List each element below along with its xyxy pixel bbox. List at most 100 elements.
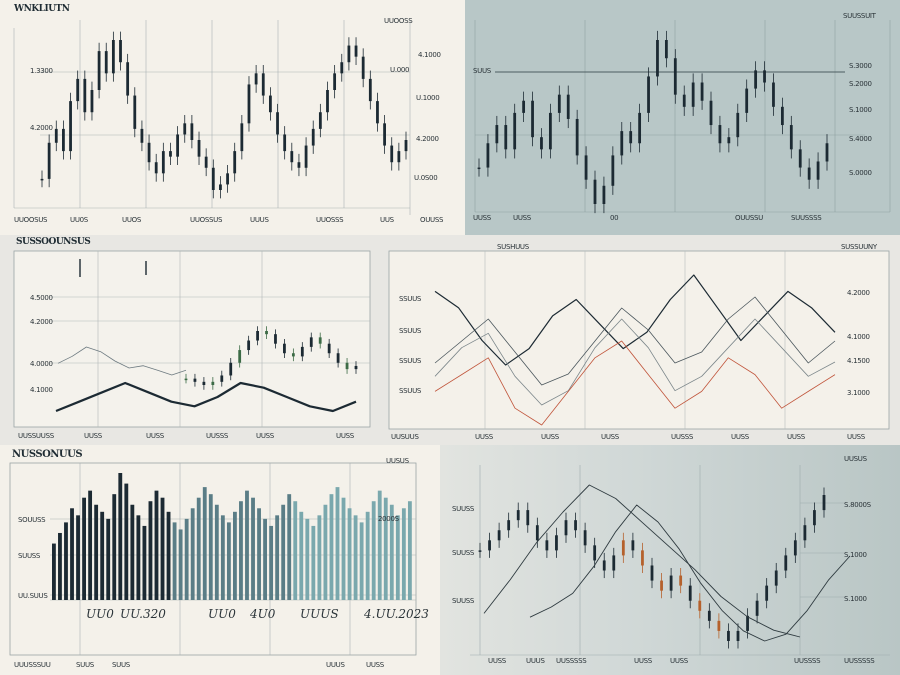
x-label: UUS bbox=[380, 216, 395, 224]
x-label: UUOOSUS bbox=[14, 216, 48, 224]
x-label: UUSS bbox=[634, 657, 653, 665]
x-label: UUSS bbox=[541, 433, 560, 441]
right-label: U.000 bbox=[390, 66, 409, 74]
chart-title: SUSSOOUNSUS bbox=[16, 237, 91, 247]
candle bbox=[656, 40, 659, 77]
candle bbox=[700, 82, 704, 101]
bar bbox=[353, 515, 358, 600]
candle bbox=[354, 45, 358, 57]
big-label: 4.UU.2023 bbox=[363, 607, 429, 621]
candle bbox=[197, 140, 201, 157]
candle bbox=[345, 362, 349, 370]
bar bbox=[269, 525, 274, 600]
x-label: SUUS bbox=[76, 661, 95, 669]
candle bbox=[816, 161, 820, 180]
candle bbox=[745, 88, 749, 113]
bar bbox=[208, 494, 213, 600]
x-label: UUOS bbox=[122, 216, 142, 224]
corner-label: UUSUS bbox=[386, 457, 410, 465]
panel-top-left: WNKLIUTN 1.3300 4.2000 UUOOSS 4.1000 U.0… bbox=[0, 0, 465, 235]
right-label: S.1000 bbox=[849, 106, 872, 114]
right-label: S.1000 bbox=[844, 595, 867, 603]
candle bbox=[526, 510, 530, 526]
candle bbox=[404, 140, 408, 152]
candle bbox=[126, 62, 130, 96]
candle bbox=[679, 575, 683, 586]
candle bbox=[240, 123, 244, 152]
candle bbox=[736, 630, 740, 641]
panel-top-right: SUUS SUUSSUIT S.3000 S.2000 S.1000 S.400… bbox=[465, 0, 900, 235]
right-label: S.1000 bbox=[844, 551, 867, 559]
bar bbox=[106, 518, 111, 600]
right-label: 4.2000 bbox=[416, 135, 439, 143]
candle bbox=[318, 337, 322, 344]
chart-title: SUUSSUIT bbox=[843, 12, 877, 20]
candle bbox=[290, 151, 294, 163]
candle bbox=[297, 162, 301, 168]
candle bbox=[612, 555, 616, 571]
candle bbox=[522, 100, 526, 113]
bar bbox=[281, 504, 286, 600]
y-label: UU.SUUS bbox=[18, 592, 48, 600]
x-label: UUSS bbox=[473, 214, 492, 222]
candle bbox=[265, 331, 268, 335]
y-label: SOUUSS bbox=[18, 516, 46, 524]
chart-title: SUSHUUS bbox=[497, 243, 530, 251]
candle bbox=[822, 495, 826, 511]
bar bbox=[389, 504, 394, 600]
big-label: UU.320 bbox=[120, 607, 166, 621]
candle bbox=[504, 125, 508, 150]
bar bbox=[305, 518, 310, 600]
gridlines bbox=[13, 20, 411, 215]
series-line bbox=[483, 484, 801, 638]
series bbox=[434, 274, 836, 426]
bar bbox=[220, 515, 225, 600]
candle bbox=[727, 137, 731, 144]
candle bbox=[340, 62, 344, 74]
big-label: UUUS bbox=[300, 607, 339, 621]
series-line bbox=[55, 381, 357, 413]
candle bbox=[291, 353, 295, 357]
bar bbox=[76, 515, 80, 600]
candle bbox=[247, 84, 251, 124]
y-label: 4.2000 bbox=[30, 124, 53, 132]
bar bbox=[323, 504, 328, 600]
big-label: 4U0 bbox=[249, 607, 276, 621]
bar bbox=[94, 504, 99, 600]
candle bbox=[190, 123, 194, 140]
x-label: SUUSSSS bbox=[791, 214, 822, 222]
candle bbox=[772, 82, 775, 107]
x-label: OUUSSU bbox=[735, 214, 763, 222]
candle bbox=[548, 112, 552, 150]
x-label: UUSS bbox=[731, 433, 750, 441]
bar bbox=[395, 515, 400, 600]
y-label: SSUUS bbox=[399, 295, 422, 303]
candle bbox=[256, 331, 259, 341]
candle bbox=[513, 112, 517, 150]
bar bbox=[166, 511, 171, 600]
bar bbox=[341, 497, 346, 600]
candle bbox=[211, 381, 215, 385]
right-label: S.4000 bbox=[849, 135, 872, 143]
bar bbox=[190, 508, 195, 600]
right-label: S.2000 bbox=[849, 80, 872, 88]
candle bbox=[765, 585, 769, 601]
bar bbox=[154, 490, 159, 600]
bar bbox=[52, 543, 56, 600]
bar bbox=[88, 490, 93, 600]
candle bbox=[283, 343, 286, 354]
candle bbox=[798, 149, 802, 168]
candle bbox=[593, 545, 597, 561]
candle bbox=[376, 101, 379, 124]
candle bbox=[664, 40, 668, 59]
candle bbox=[540, 137, 543, 150]
candle bbox=[746, 615, 749, 631]
candle bbox=[54, 128, 58, 143]
candle bbox=[647, 76, 650, 113]
y-label: 1.3300 bbox=[30, 67, 53, 75]
chart-svg: SUUS SUUSSUIT S.3000 S.2000 S.1000 S.400… bbox=[473, 12, 891, 222]
bar bbox=[329, 494, 334, 600]
candle bbox=[531, 100, 534, 138]
x-label: UUUS bbox=[326, 661, 345, 669]
series-line bbox=[434, 340, 836, 426]
